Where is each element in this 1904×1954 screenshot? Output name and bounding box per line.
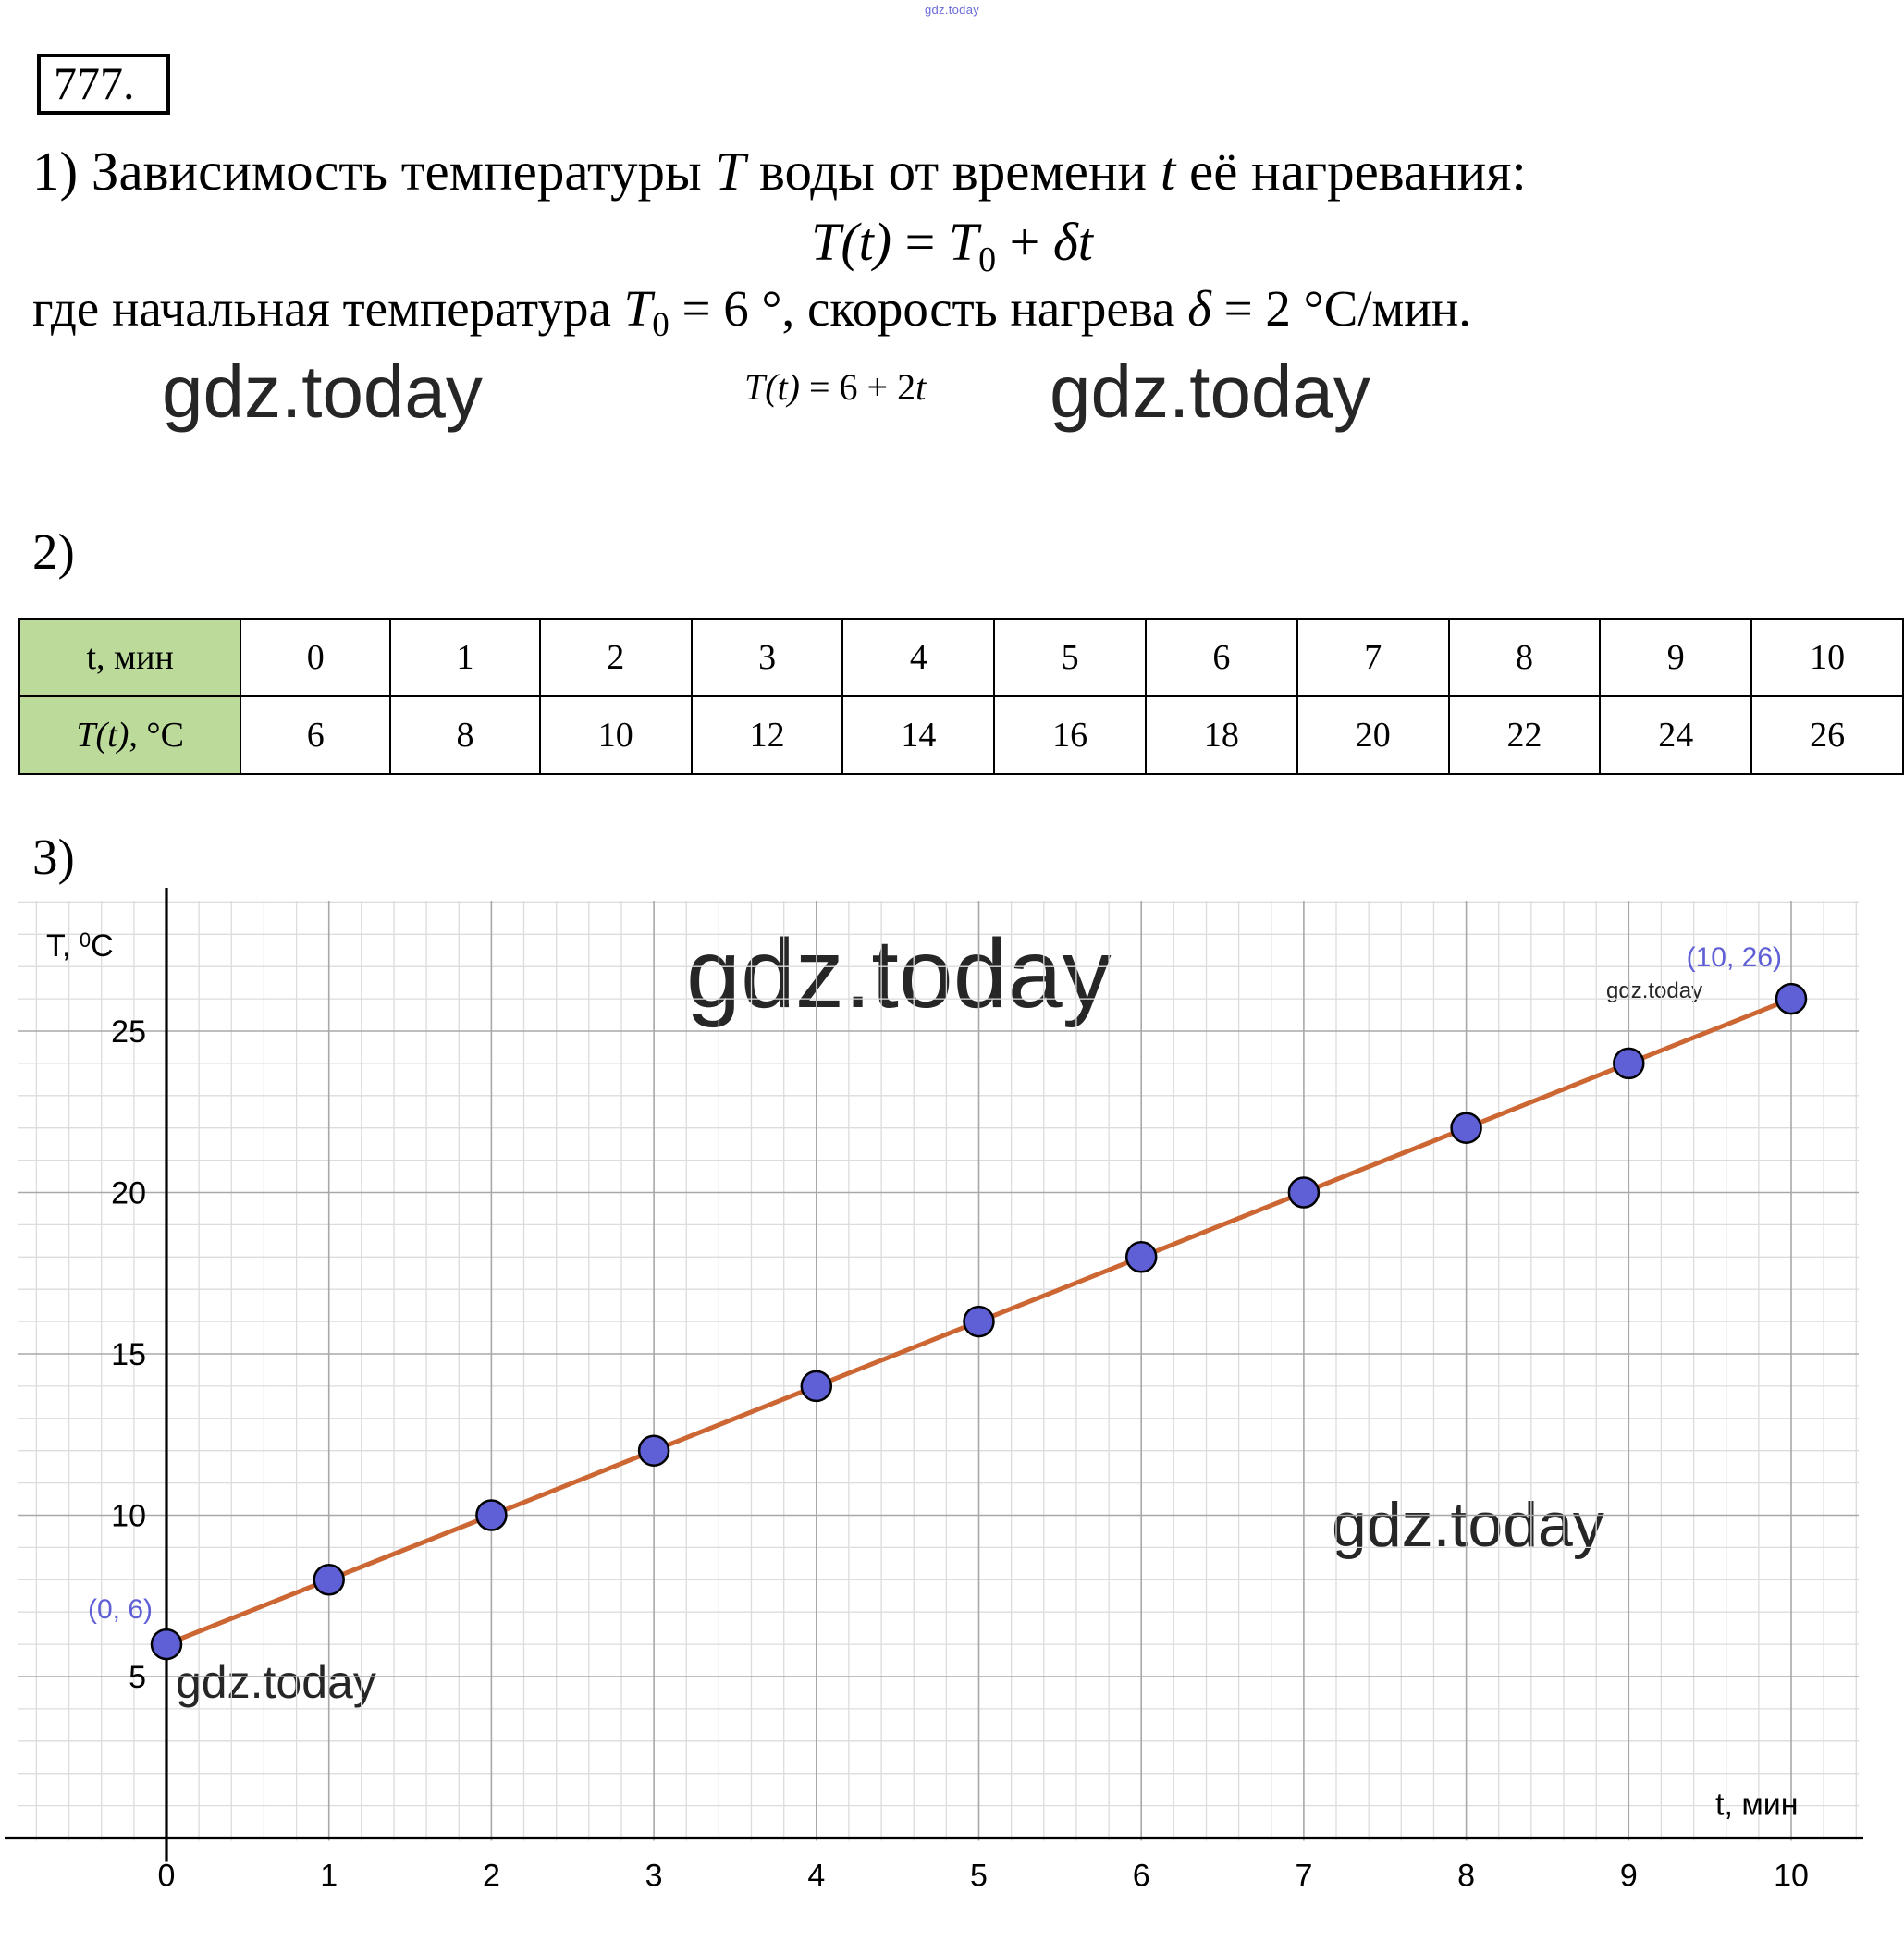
svg-text:t, мин: t, мин xyxy=(1715,1788,1798,1823)
svg-text:10: 10 xyxy=(111,1499,146,1534)
svg-text:25: 25 xyxy=(111,1014,146,1050)
svg-text:2: 2 xyxy=(483,1859,500,1894)
svg-text:20: 20 xyxy=(111,1176,146,1211)
svg-text:1: 1 xyxy=(320,1859,338,1894)
svg-text:8: 8 xyxy=(1457,1859,1475,1894)
svg-text:5: 5 xyxy=(129,1660,146,1695)
svg-text:9: 9 xyxy=(1620,1859,1638,1894)
svg-text:3: 3 xyxy=(645,1859,663,1894)
svg-text:T, 0C: T, 0C xyxy=(46,928,114,964)
svg-text:5: 5 xyxy=(970,1859,988,1894)
svg-text:6: 6 xyxy=(1133,1859,1150,1894)
svg-text:15: 15 xyxy=(111,1337,146,1372)
svg-text:(0, 6): (0, 6) xyxy=(88,1594,153,1625)
svg-text:10: 10 xyxy=(1774,1859,1809,1894)
svg-text:0: 0 xyxy=(158,1859,176,1894)
svg-text:7: 7 xyxy=(1295,1859,1312,1894)
svg-text:4: 4 xyxy=(807,1859,825,1894)
svg-text:(10, 26): (10, 26) xyxy=(1687,942,1782,973)
